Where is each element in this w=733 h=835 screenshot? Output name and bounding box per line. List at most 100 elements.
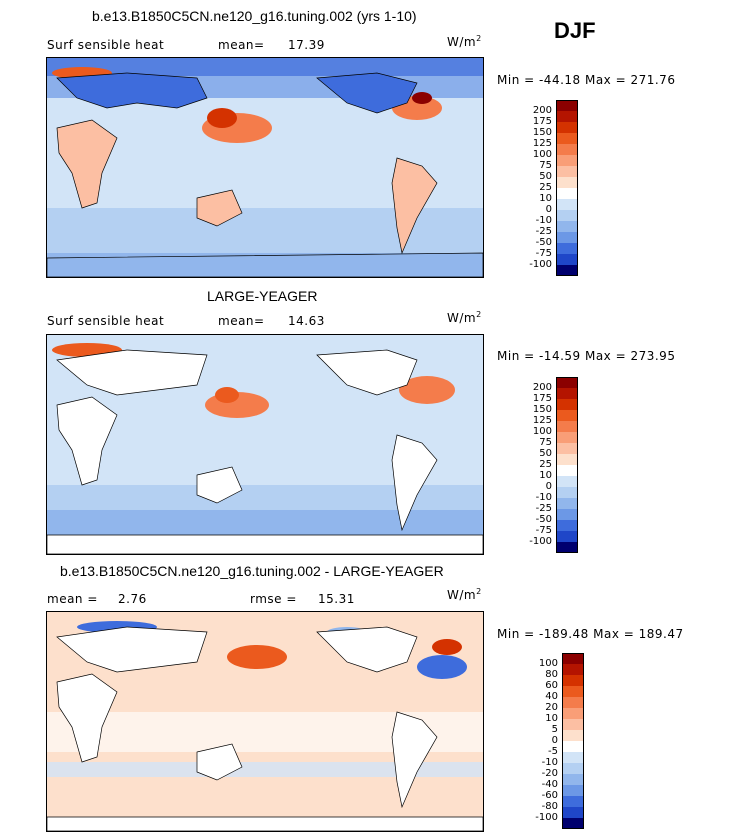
panel-title: b.e13.B1850C5CN.ne120_g16.tuning.002 (yr… bbox=[92, 8, 417, 24]
colorbar-swatch bbox=[556, 432, 578, 443]
colorbar-tick: 150 bbox=[532, 404, 552, 415]
colorbar-swatch bbox=[556, 166, 578, 177]
colorbar-swatch bbox=[562, 785, 584, 796]
minmax-label: Min = -14.59 Max = 273.95 bbox=[497, 349, 676, 363]
minmax-label: Min = -44.18 Max = 271.76 bbox=[497, 73, 676, 87]
colorbar-swatch bbox=[556, 399, 578, 410]
colorbar-swatch bbox=[562, 741, 584, 752]
minmax-label: Min = -189.48 Max = 189.47 bbox=[497, 627, 684, 641]
colorbar-tick: -60 bbox=[541, 790, 558, 801]
colorbar-tick: 125 bbox=[532, 415, 552, 426]
colorbar-swatch bbox=[556, 465, 578, 476]
colorbar-tick: -10 bbox=[541, 757, 558, 768]
colorbar-swatch bbox=[562, 664, 584, 675]
colorbar-swatch bbox=[556, 520, 578, 531]
colorbar-tick: 40 bbox=[545, 691, 558, 702]
colorbar-swatch bbox=[562, 697, 584, 708]
colorbar-tick: -25 bbox=[535, 503, 552, 514]
colorbar-swatch bbox=[556, 498, 578, 509]
colorbar-swatch bbox=[556, 177, 578, 188]
colorbar-swatch bbox=[562, 719, 584, 730]
colorbar-tick: -5 bbox=[548, 746, 558, 757]
colorbar-tick: -100 bbox=[529, 536, 552, 547]
colorbar-swatch bbox=[562, 686, 584, 697]
colorbar-swatch bbox=[556, 155, 578, 166]
colorbar-tick: 200 bbox=[532, 382, 552, 393]
colorbar-swatch bbox=[556, 388, 578, 399]
panel-title: LARGE-YEAGER bbox=[207, 288, 318, 304]
colorbar-tick: -50 bbox=[535, 237, 552, 248]
colorbar-tick: 0 bbox=[551, 735, 558, 746]
colorbar-swatch bbox=[556, 421, 578, 432]
rmse-label: rmse = bbox=[250, 592, 297, 606]
colorbar-tick: -100 bbox=[535, 812, 558, 823]
colorbar-swatch bbox=[556, 122, 578, 133]
colorbar-tick: 150 bbox=[532, 127, 552, 138]
colorbar-tick: 25 bbox=[539, 182, 552, 193]
map-plot bbox=[46, 57, 484, 278]
colorbar-tick: 25 bbox=[539, 459, 552, 470]
units-label: W/m2 bbox=[447, 310, 482, 325]
colorbar-swatch bbox=[562, 730, 584, 741]
colorbar-swatch bbox=[556, 199, 578, 210]
colorbar-tick: 10 bbox=[545, 713, 558, 724]
variable-label: Surf sensible heat bbox=[47, 314, 165, 328]
colorbar-swatch bbox=[556, 509, 578, 520]
colorbar-tick: -100 bbox=[529, 259, 552, 270]
units-label: W/m2 bbox=[447, 34, 482, 49]
colorbar-tick: -20 bbox=[541, 768, 558, 779]
colorbar-swatch bbox=[556, 443, 578, 454]
colorbar-swatch bbox=[556, 243, 578, 254]
colorbar-tick: 10 bbox=[539, 470, 552, 481]
colorbar-swatch bbox=[562, 774, 584, 785]
colorbar-swatch bbox=[556, 542, 578, 553]
colorbar-swatch bbox=[562, 807, 584, 818]
colorbar-tick: -40 bbox=[541, 779, 558, 790]
colorbar-swatch bbox=[556, 531, 578, 542]
colorbar-swatch bbox=[556, 144, 578, 155]
colorbar-tick: 10 bbox=[539, 193, 552, 204]
colorbar-swatch bbox=[556, 487, 578, 498]
colorbar-tick: 80 bbox=[545, 669, 558, 680]
colorbar-tick: 75 bbox=[539, 437, 552, 448]
colorbar-swatch bbox=[556, 454, 578, 465]
colorbar-tick: -25 bbox=[535, 226, 552, 237]
colorbar-tick: 50 bbox=[539, 171, 552, 182]
colorbar-swatch bbox=[562, 763, 584, 774]
colorbar-tick: -50 bbox=[535, 514, 552, 525]
colorbar-swatch bbox=[562, 796, 584, 807]
colorbar-swatch bbox=[556, 210, 578, 221]
variable-label: Surf sensible heat bbox=[47, 38, 165, 52]
colorbar-swatch bbox=[562, 708, 584, 719]
colorbar-swatch bbox=[556, 133, 578, 144]
colorbar-tick: 175 bbox=[532, 393, 552, 404]
colorbar-tick: 60 bbox=[545, 680, 558, 691]
colorbar-tick: 175 bbox=[532, 116, 552, 127]
colorbar-swatch bbox=[556, 100, 578, 111]
colorbar-swatch bbox=[556, 188, 578, 199]
mean-label: mean= bbox=[218, 38, 265, 52]
colorbar-tick: 100 bbox=[532, 426, 552, 437]
colorbar-tick: -75 bbox=[535, 525, 552, 536]
colorbar-swatch bbox=[556, 254, 578, 265]
colorbar-tick: -75 bbox=[535, 248, 552, 259]
colorbar-swatch bbox=[562, 675, 584, 686]
colorbar-tick: 50 bbox=[539, 448, 552, 459]
colorbar-tick: 20 bbox=[545, 702, 558, 713]
colorbar-tick: -10 bbox=[535, 215, 552, 226]
rmse-value: 15.31 bbox=[318, 592, 355, 606]
mean-value: 17.39 bbox=[288, 38, 325, 52]
colorbar-swatch bbox=[556, 265, 578, 276]
units-label: W/m2 bbox=[447, 587, 482, 602]
colorbar-swatch bbox=[556, 476, 578, 487]
map-plot bbox=[46, 611, 484, 832]
colorbar-swatch bbox=[562, 752, 584, 763]
colorbar-swatch bbox=[556, 232, 578, 243]
colorbar-tick: 125 bbox=[532, 138, 552, 149]
mean-label: mean= bbox=[218, 314, 265, 328]
colorbar-tick: 0 bbox=[545, 204, 552, 215]
colorbar-tick: 75 bbox=[539, 160, 552, 171]
mean-value: 2.76 bbox=[118, 592, 147, 606]
mean-value: 14.63 bbox=[288, 314, 325, 328]
colorbar-swatch bbox=[556, 221, 578, 232]
